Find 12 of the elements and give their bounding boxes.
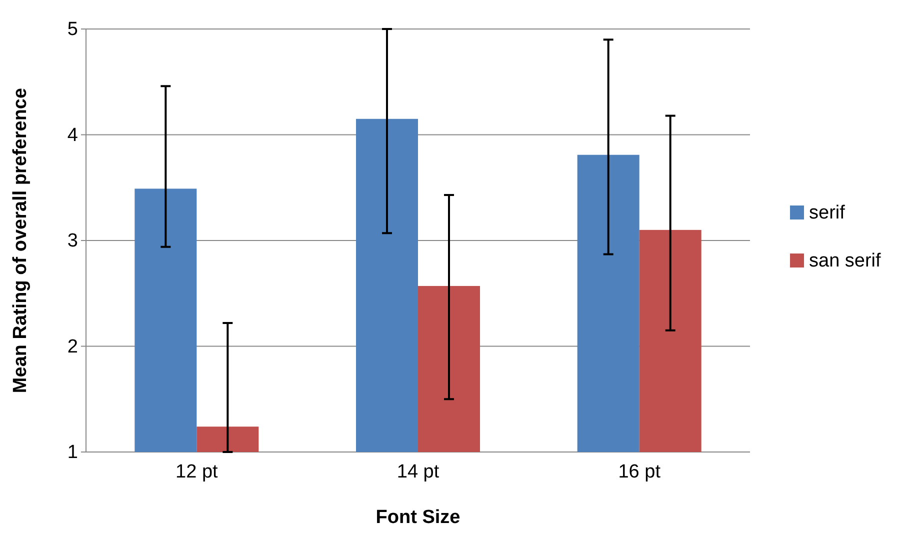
y-tick-label: 2	[67, 336, 78, 358]
x-tick-label: 14 pt	[396, 461, 440, 482]
y-tick-label: 3	[67, 230, 78, 252]
y-tick-label: 5	[67, 19, 78, 40]
y-tick-label: 1	[67, 442, 78, 464]
y-tick-label: 4	[67, 124, 78, 146]
x-tick-label: 12 pt	[176, 461, 219, 482]
x-axis-title: Font Size	[376, 507, 460, 528]
legend-label: san serif	[809, 250, 882, 272]
x-tick-label: 16 pt	[618, 461, 662, 482]
legend-label: serif	[809, 202, 846, 224]
y-axis-title: Mean Rating of overall preference	[10, 88, 31, 394]
